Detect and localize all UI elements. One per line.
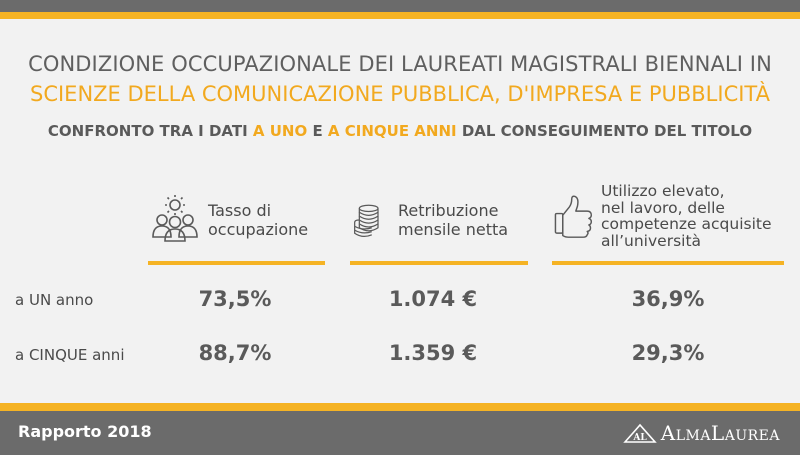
column-label-line: competenze acquisite [601,215,772,233]
title-line-1: CONDIZIONE OCCUPAZIONALE DEI LAUREATI MA… [28,52,772,76]
column-divider [350,261,528,265]
value-retribuzione-uno: 1.074 € [388,287,478,311]
subtitle-highlight-1: A UNO [252,122,308,140]
column-label-line: all’università [601,231,702,250]
subtitle-highlight-2: A CINQUE ANNI [327,122,457,140]
subtitle-part-2: E [307,122,328,140]
title-line-2: SCIENZE DELLA COMUNICAZIONE PUBBLICA, D'… [30,82,770,106]
value-competenze-cinque: 29,3% [631,341,705,365]
row-label-uno: a UN anno [15,291,94,309]
row-label-cinque: a CINQUE anni [15,346,125,364]
column-label-line: Tasso di [208,201,272,220]
people-gear-icon [152,195,198,242]
brand-logo: AL AlmaLaurea [622,421,780,445]
column-divider [552,261,784,265]
column-label-line: Utilizzo elevato, [601,182,725,200]
column-label-line: occupazione [208,220,309,239]
value-retribuzione-cinque: 1.359 € [388,341,478,365]
thumbs-up-icon [554,195,593,238]
subtitle-part-1: CONFRONTO TRA I DATI [47,122,253,140]
column-label-line: Retribuzione [398,201,499,220]
logo-mark: AL [632,433,647,443]
value-occupazione-cinque: 88,7% [198,341,272,365]
brand-name: AlmaLaurea [660,421,780,445]
column-header-occupazione: Tasso di occupazione [148,180,328,260]
column-label-line: nel lavoro, delle [601,198,725,217]
column-label-line: mensile netta [398,220,509,239]
column-header-competenze: Utilizzo elevato, nel lavoro, delle comp… [553,176,798,256]
column-divider [148,261,325,265]
value-competenze-uno: 36,9% [631,287,705,311]
footer-accent-bar [0,403,800,411]
column-header-retribuzione: Retribuzione mensile netta [350,180,530,260]
top-accent-bar [0,12,800,19]
report-label: Rapporto 2018 [18,422,152,441]
coins-icon [354,204,379,238]
almalaurea-logo-icon: AL [622,423,657,443]
top-bar [0,0,800,12]
subtitle-part-3: DAL CONSEGUIMENTO DEL TITOLO [456,122,753,140]
footer: Rapporto 2018 AL AlmaLaurea [0,411,800,455]
value-occupazione-uno: 73,5% [198,287,272,311]
subtitle: CONFRONTO TRA I DATI A UNO E A CINQUE AN… [0,122,800,140]
